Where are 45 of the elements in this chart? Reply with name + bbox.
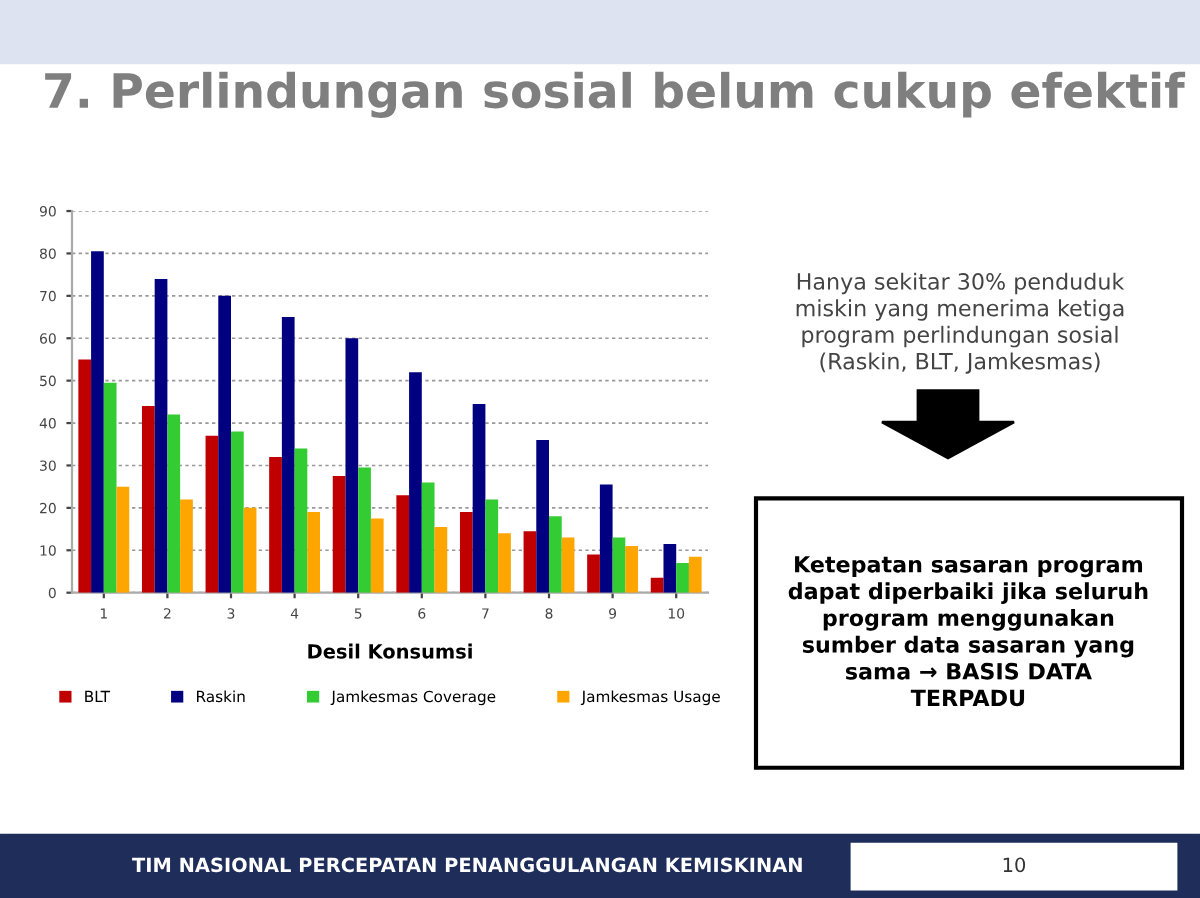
bar	[370, 518, 384, 593]
x-axis-title: Desil Konsumsi	[308, 643, 472, 659]
bar	[549, 516, 562, 593]
bar	[536, 440, 549, 593]
text: TIM NASIONAL PERCEPATAN PENANGGULANGAN KEMISKINAN	[132, 857, 802, 873]
bar	[78, 359, 92, 593]
bar	[561, 537, 575, 593]
bar	[141, 406, 155, 593]
text: Hanya sekitar 30% penduduk miskin yang menerima ketiga program perlindungan sosial (Raskin, BLT, Jamkesmas)	[796, 272, 1125, 374]
bar	[688, 556, 702, 593]
bar	[599, 484, 613, 593]
bar	[205, 435, 219, 593]
bar	[103, 382, 117, 593]
text: Ketepatan sasaran program dapat diperbaiki jika seluruh program menggunakan sumber data sasaran yang sama → BASIS DATA TERPADU	[788, 556, 1148, 707]
bar	[116, 486, 130, 593]
bar	[294, 448, 308, 593]
bar	[180, 499, 193, 593]
bar	[523, 531, 537, 593]
bar	[409, 372, 422, 593]
bar	[345, 338, 359, 593]
bar	[243, 507, 257, 593]
bar	[472, 403, 486, 593]
bar	[498, 533, 511, 593]
bar	[485, 499, 499, 593]
bar	[459, 512, 473, 593]
bar	[663, 543, 677, 593]
bar	[281, 317, 295, 593]
chart-title: 7. Perlindungan sosial belum cukup efektif	[45, 71, 1186, 118]
bar	[154, 278, 168, 593]
text: 10	[1003, 857, 1026, 873]
bar	[332, 476, 346, 593]
bar	[231, 431, 244, 593]
bar	[167, 414, 181, 593]
bar	[421, 482, 435, 593]
bar	[434, 526, 448, 593]
bar	[396, 495, 410, 593]
bar	[269, 456, 282, 593]
bar	[307, 512, 321, 593]
bar	[91, 251, 104, 593]
bar	[676, 563, 689, 593]
bar	[625, 546, 639, 593]
bar	[612, 537, 626, 593]
bar	[218, 295, 231, 593]
bar	[358, 467, 371, 593]
bar	[587, 554, 600, 593]
